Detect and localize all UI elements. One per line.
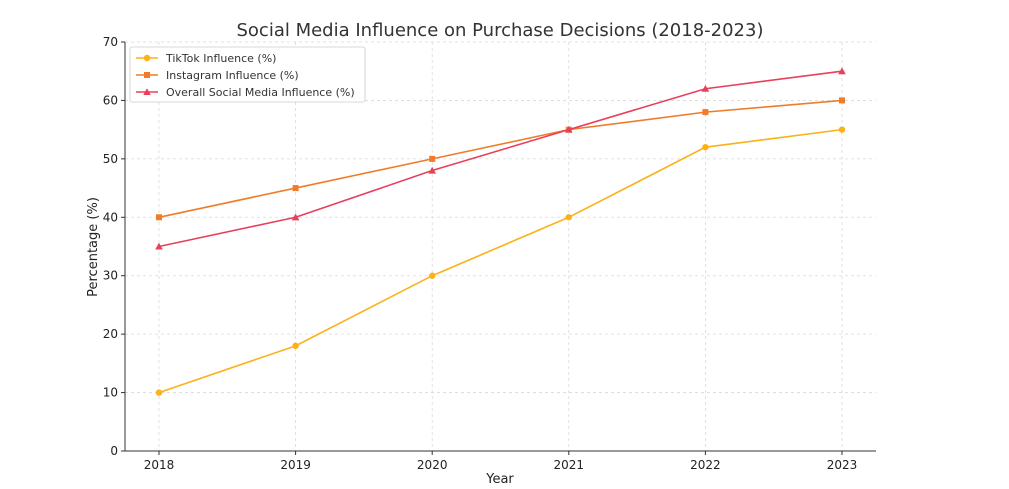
x-axis-ticks: 2018 2019 2020 2021 2022 2023: [144, 451, 858, 472]
y-tick-label: 0: [110, 444, 118, 458]
data-point: [702, 143, 709, 151]
y-axis-label: Percentage (%): [86, 197, 101, 297]
series-2: [155, 67, 846, 250]
x-tick-label: 2018: [144, 458, 175, 472]
series-0: [155, 126, 846, 396]
legend-box: [129, 46, 366, 103]
series-line: [158, 128, 843, 394]
x-tick-label: 2022: [690, 458, 721, 472]
data-point: [291, 213, 300, 221]
x-tick-label: 2019: [280, 458, 311, 472]
series-line: [158, 70, 843, 248]
y-tick-label: 50: [103, 152, 118, 166]
chart-title: Social Media Influence on Purchase Decis…: [236, 20, 763, 41]
data-point: [838, 67, 846, 75]
data-point: [292, 342, 299, 350]
y-tick-label: 70: [103, 35, 118, 49]
data-point: [155, 242, 163, 250]
data-point: [429, 272, 436, 279]
series-line: [158, 99, 843, 219]
data-point: [429, 155, 436, 162]
series: [155, 67, 846, 396]
y-tick-label: 40: [103, 210, 118, 224]
legend-entry-1: Instagram Influence (%): [136, 69, 299, 82]
x-tick-label: 2020: [417, 458, 448, 472]
legend-entry-2: Overall Social Media Influence (%): [136, 86, 355, 99]
y-tick-label: 20: [103, 327, 118, 341]
data-point: [702, 109, 709, 116]
legend-swatch-marker: [143, 54, 151, 62]
data-point: [292, 185, 299, 192]
x-tick-label: 2021: [554, 458, 585, 472]
y-tick-label: 60: [103, 93, 118, 107]
legend-swatch-marker: [143, 88, 151, 96]
y-tick-label: 30: [103, 269, 118, 283]
y-tick-label: 10: [103, 386, 118, 400]
legend-swatch-marker: [144, 72, 150, 78]
legend-label: Instagram Influence (%): [166, 69, 299, 82]
data-point: [838, 126, 846, 133]
axes: [124, 42, 876, 452]
data-point: [428, 166, 436, 174]
x-tick-label: 2023: [827, 458, 858, 472]
data-point: [565, 125, 573, 133]
legend-entry-0: TikTok Influence (%): [136, 52, 276, 65]
legend-label: TikTok Influence (%): [165, 52, 276, 65]
data-point: [839, 97, 845, 104]
data-point: [156, 214, 162, 221]
data-point: [565, 214, 572, 221]
y-axis-ticks: 0 10 20 30 40 50 60 70: [103, 35, 125, 458]
x-axis-label: Year: [485, 472, 514, 487]
data-point: [701, 84, 710, 92]
legend: TikTok Influence (%) Instagram Influence …: [129, 46, 366, 103]
legend-label: Overall Social Media Influence (%): [166, 86, 355, 99]
data-point: [155, 389, 163, 396]
